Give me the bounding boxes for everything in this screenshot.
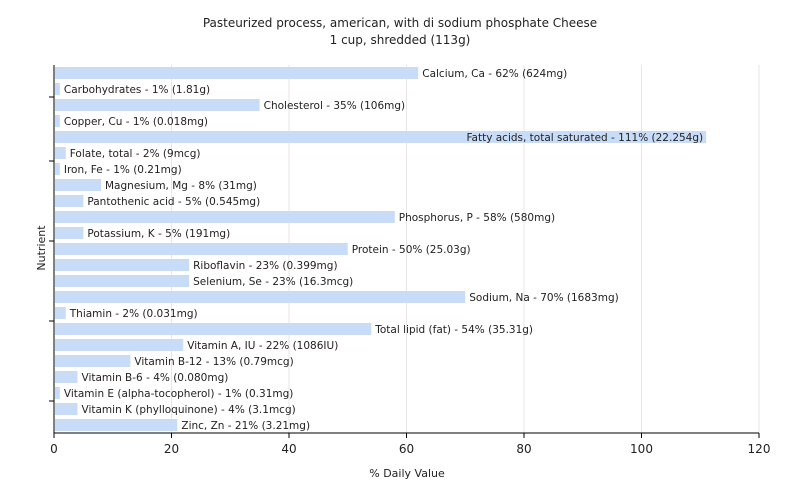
bar [55,163,60,175]
bar-label: Vitamin K (phylloquinone) - 4% (3.1mcg) [82,404,296,416]
x-tick-label: 60 [399,442,414,456]
x-tick-label: 120 [748,442,771,456]
bar [55,403,78,415]
bar [55,195,84,207]
bar [55,83,60,95]
bar-label: Sodium, Na - 70% (1683mg) [469,292,618,304]
bar [55,227,84,239]
bar-label: Iron, Fe - 1% (0.21mg) [64,164,182,176]
bar [55,291,466,303]
bar [55,307,66,319]
bar-label: Thiamin - 2% (0.031mg) [69,308,198,320]
y-axis-label: Nutrient [35,225,48,271]
bar-label: Fatty acids, total saturated - 111% (22.… [466,132,703,144]
bar [55,211,395,223]
bar-label: Vitamin E (alpha-tocopherol) - 1% (0.31m… [64,388,294,400]
bar-label: Selenium, Se - 23% (16.3mcg) [193,276,353,288]
bar [55,115,60,127]
x-tick-label: 40 [281,442,296,456]
bar-label: Total lipid (fat) - 54% (35.31g) [374,324,533,336]
grid-lines [171,65,760,433]
x-tick-label: 20 [164,442,179,456]
bar [55,419,178,431]
bars-group [55,67,707,431]
bar [55,99,260,111]
x-ticks-group: 0 20 40 60 80 100 120 [49,96,771,456]
bar-label: Calcium, Ca - 62% (624mg) [422,68,567,80]
bar-label: Cholesterol - 35% (106mg) [264,100,406,112]
bar [55,147,66,159]
bar-label: Vitamin B-12 - 13% (0.79mcg) [134,356,293,368]
x-tick-label: 80 [516,442,531,456]
bar [55,371,78,383]
bar-label: Potassium, K - 5% (191mg) [87,228,230,240]
chart-title: Pasteurized process, american, with di s… [203,16,597,30]
bar-label: Vitamin A, IU - 22% (1086IU) [187,340,338,352]
bar [55,179,101,191]
bar [55,67,419,79]
bar [55,355,131,367]
chart-subtitle: 1 cup, shredded (113g) [330,33,471,47]
bar [55,275,190,287]
x-tick-label: 0 [50,442,58,456]
bar [55,387,60,399]
bar [55,243,348,255]
bar-label: Pantothenic acid - 5% (0.545mg) [87,196,260,208]
x-axis-label: % Daily Value [369,467,445,480]
bar-label: Copper, Cu - 1% (0.018mg) [64,116,208,128]
x-tick-label: 100 [630,442,653,456]
bar [55,259,190,271]
bar-label: Vitamin B-6 - 4% (0.080mg) [82,372,229,384]
bar [55,323,372,335]
bar [55,131,707,143]
bar [55,339,184,351]
bar-label: Zinc, Zn - 21% (3.21mg) [181,420,310,432]
bar-label: Protein - 50% (25.03g) [352,244,471,256]
bar-label: Phosphorus, P - 58% (580mg) [399,212,555,224]
bar-label: Folate, total - 2% (9mcg) [70,148,201,160]
bar-label: Magnesium, Mg - 8% (31mg) [105,180,257,192]
bar-label: Carbohydrates - 1% (1.81g) [64,84,210,96]
bar-labels-group: Calcium, Ca - 62% (624mg) Carbohydrates -… [64,68,703,432]
bar-label: Riboflavin - 23% (0.399mg) [193,260,337,272]
